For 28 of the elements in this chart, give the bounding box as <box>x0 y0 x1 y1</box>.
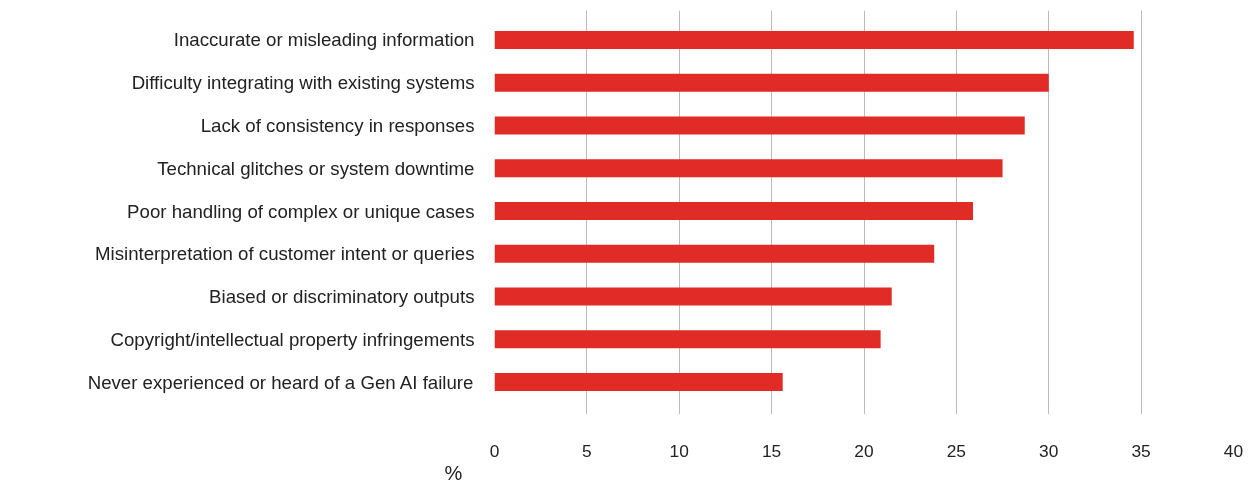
x-tick-label: 5 <box>582 440 592 461</box>
bar <box>494 373 783 391</box>
y-tick-label: Lack of consistency in responses <box>200 115 475 136</box>
x-tick-label: 40 <box>1223 440 1244 461</box>
y-tick-label: Copyright/intellectual property infringements <box>110 328 475 350</box>
bar <box>494 31 1134 49</box>
bar <box>494 116 1025 135</box>
x-axis-title: % <box>444 461 463 483</box>
x-tick-label: 20 <box>854 440 874 461</box>
bar <box>494 159 1003 178</box>
y-tick-label: Misinterpretation of customer intent or queries <box>94 243 475 265</box>
bar <box>494 244 935 263</box>
x-tick-label: 0 <box>489 440 500 461</box>
bar <box>494 202 973 220</box>
y-tick-label: Never experienced or heard of a Gen AI failure <box>87 371 474 393</box>
y-tick-label: Inaccurate or misleading information <box>173 29 475 51</box>
bar <box>494 330 881 349</box>
x-tick-label: 30 <box>1039 440 1059 461</box>
x-tick-label: 35 <box>1131 440 1151 461</box>
y-tick-label: Biased or discriminatory outputs <box>209 286 475 308</box>
y-tick-label: Technical glitches or system downtime <box>157 157 475 179</box>
x-tick-label: 15 <box>761 440 782 461</box>
y-tick-label: Poor handling of complex or unique cases <box>127 200 475 222</box>
y-tick-label: Difficulty integrating with existing systems <box>131 72 475 94</box>
bar <box>494 73 1049 92</box>
x-tick-label: 25 <box>946 440 967 461</box>
x-tick-label: 10 <box>669 440 689 461</box>
bar <box>494 287 892 306</box>
